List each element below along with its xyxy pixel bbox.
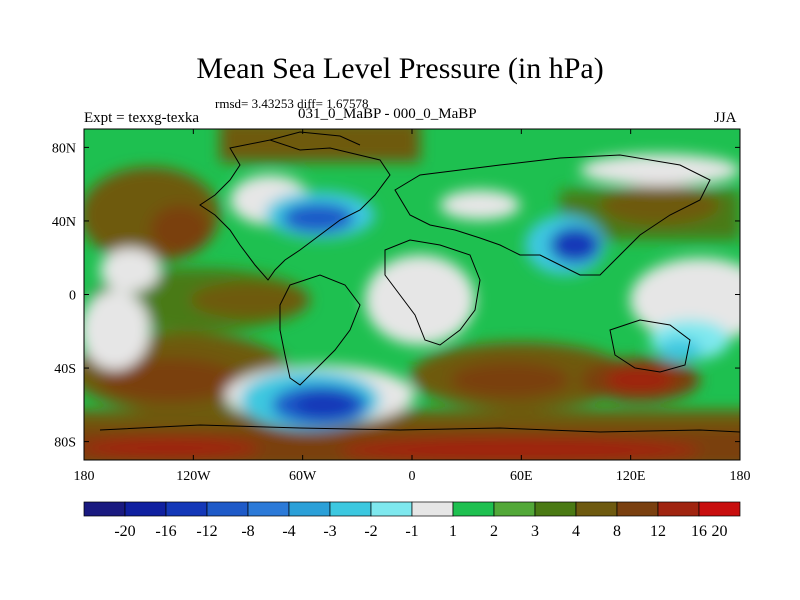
field-arctic	[220, 129, 420, 162]
x-axis: 180 120W 60W 0 60E 120E 180	[74, 129, 751, 484]
colorbar-label: -3	[323, 523, 336, 540]
y-tick-label: 0	[69, 289, 76, 304]
colorbar-swatch	[288, 501, 331, 517]
colorbar-label: 8	[613, 523, 621, 540]
colorbar-swatch	[616, 501, 659, 517]
coastlines	[99, 131, 740, 433]
colorbar-label: -12	[196, 523, 217, 540]
colorbar-label: 4	[572, 523, 580, 540]
x-tick-label: 0	[409, 469, 416, 484]
field-southern-max	[340, 438, 700, 460]
x-tick-label: 60E	[510, 469, 533, 484]
colorbar-swatch	[206, 501, 249, 517]
colorbar-swatch	[370, 501, 413, 517]
x-tick-label: 180	[730, 469, 751, 484]
colorbar-label: 2	[490, 523, 498, 540]
colorbar-swatch	[657, 501, 700, 517]
colorbar-label: 16	[691, 523, 707, 540]
y-tick-label: 80S	[54, 436, 76, 451]
colorbar-label: -1	[405, 523, 418, 540]
colorbar-label: -4	[282, 523, 295, 540]
colorbar-label: -8	[241, 523, 254, 540]
colorbar-swatch	[83, 501, 126, 517]
map-plot-area	[83, 128, 741, 461]
season-label: JJA	[714, 110, 737, 126]
eurasia-outline	[394, 154, 711, 276]
colorbar-swatch	[165, 501, 208, 517]
colorbar-label: 3	[531, 523, 539, 540]
rmsd-diff-stats: rmsd= 3.43253 diff= 1.67578	[215, 96, 369, 111]
colorbar-swatch	[452, 501, 495, 517]
colorbar-swatch	[575, 501, 618, 517]
y-tick-label: 80N	[52, 141, 76, 156]
colorbar-swatch	[124, 501, 167, 517]
chart-subtitle: 031_0_MaBP - 000_0_MaBP	[298, 106, 477, 122]
antarctica-outline	[99, 424, 740, 433]
colorbar-swatch	[329, 501, 372, 517]
colorbar-swatch	[493, 501, 536, 517]
colorbar-swatch	[411, 501, 454, 517]
y-tick-label: 40N	[52, 215, 76, 230]
colorbar: -20 -16 -12 -8 -4 -3 -2 -1 1 2 3 4 8 12 16 20	[83, 501, 741, 540]
field-africa-neutral	[365, 255, 475, 345]
y-axis: 80N 40N 0 40S 80S	[52, 141, 740, 451]
x-tick-label: 120W	[176, 469, 211, 484]
experiment-label: Expt = texxg-texka	[84, 110, 200, 126]
south-america-outline	[279, 274, 361, 386]
colorbar-swatch	[698, 501, 741, 517]
pressure-field	[84, 129, 740, 460]
colorbar-label: -20	[114, 523, 135, 540]
greenland-outline	[269, 131, 361, 146]
north-america-outline	[199, 139, 391, 281]
x-tick-label: 60W	[289, 469, 317, 484]
colorbar-label: 20	[712, 523, 728, 540]
x-tick-label: 120E	[616, 469, 646, 484]
chart-title: Mean Sea Level Pressure (in hPa)	[196, 52, 604, 85]
colorbar-label: -2	[364, 523, 377, 540]
australia-outline	[609, 319, 691, 373]
colorbar-label: 12	[650, 523, 666, 540]
y-tick-label: 40S	[54, 362, 76, 377]
colorbar-label: -16	[155, 523, 176, 540]
africa-outline	[384, 239, 481, 346]
colorbar-label: 1	[449, 523, 457, 540]
x-tick-label: 180	[74, 469, 95, 484]
colorbar-swatch	[534, 501, 577, 517]
colorbar-swatch	[247, 501, 290, 517]
